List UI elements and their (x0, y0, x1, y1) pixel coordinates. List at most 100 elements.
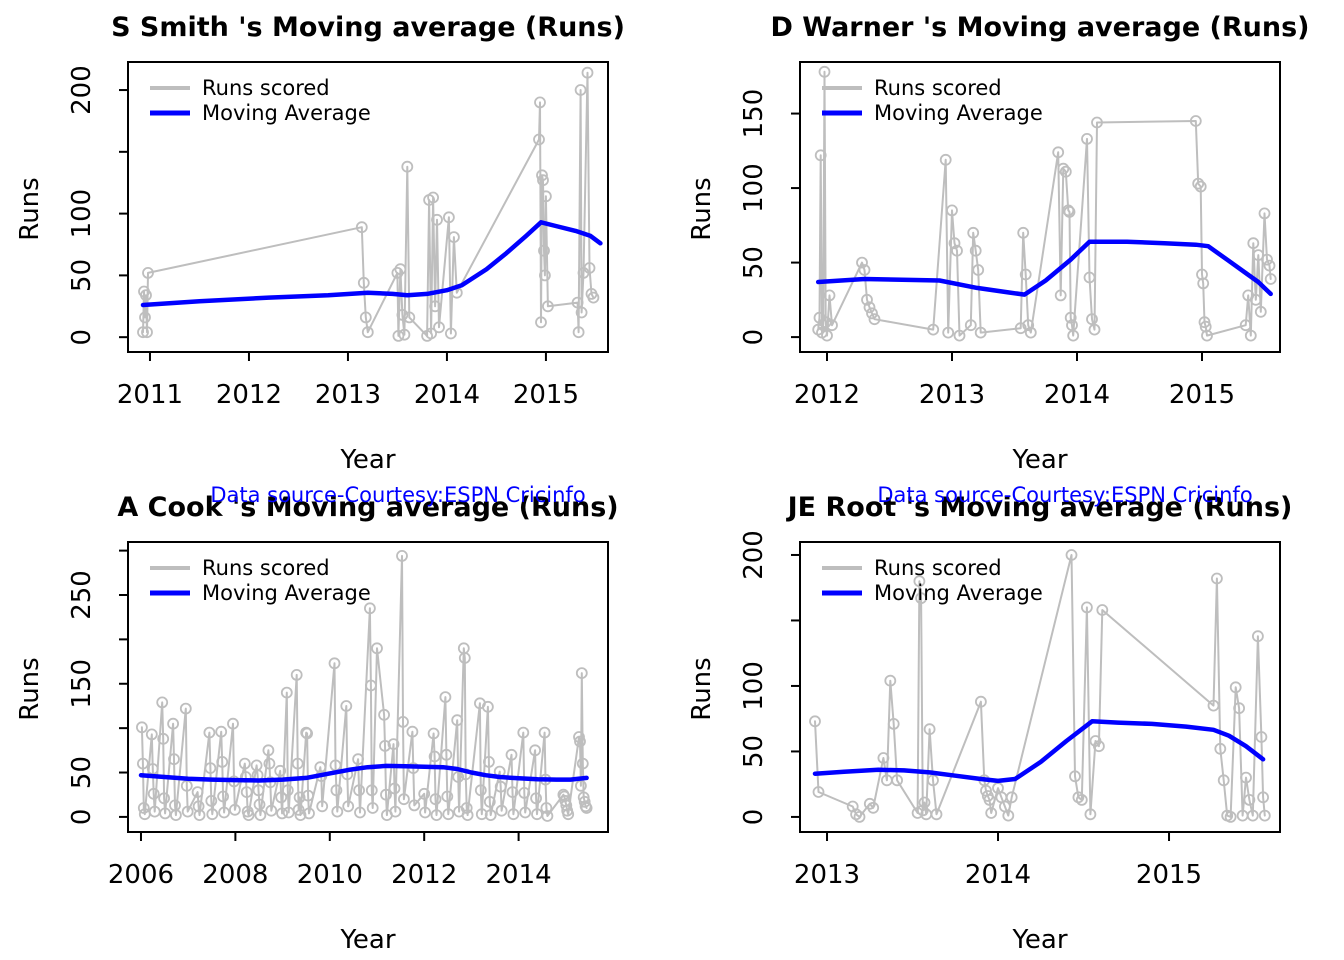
data-point-marker (389, 805, 402, 818)
data-point-marker (1258, 809, 1271, 822)
runs-scored-series (809, 549, 1271, 823)
data-point-marker (316, 800, 329, 813)
data-point-marker (974, 326, 987, 339)
data-point-marker (293, 791, 306, 804)
data-point-marker (1255, 731, 1268, 743)
data-point-marker (451, 714, 464, 727)
data-point-marker (280, 686, 293, 699)
data-point-marker (167, 717, 180, 730)
data-point-marker (406, 725, 419, 738)
moving-average-series (138, 763, 589, 783)
data-point-marker (330, 784, 343, 797)
data-point-marker (303, 807, 315, 820)
data-point-marker (1189, 115, 1202, 127)
data-point-marker (583, 262, 596, 274)
data-point-marker (809, 715, 821, 728)
data-point-marker (823, 289, 836, 302)
data-point-marker (281, 784, 294, 797)
data-point-marker (371, 642, 383, 655)
data-point-marker (863, 301, 876, 314)
data-point-marker (1214, 742, 1227, 755)
data-point-marker (574, 735, 586, 748)
data-point-marker (401, 160, 414, 173)
data-point-marker (301, 727, 314, 740)
data-point-marker (1088, 323, 1101, 336)
data-point-marker (535, 316, 547, 329)
data-point-marker (1002, 809, 1015, 822)
data-point-marker (983, 793, 996, 806)
x-tick-label: 2015 (1169, 380, 1235, 410)
data-point-marker (1257, 791, 1269, 804)
plot-box (799, 61, 1281, 353)
data-point-marker (331, 805, 344, 818)
data-point-marker (1196, 268, 1208, 281)
data-point-marker (1086, 313, 1098, 326)
x-tick-label: 2006 (108, 860, 174, 890)
data-point-marker (364, 679, 377, 692)
data-point-marker (265, 804, 278, 817)
data-point-marker (1261, 253, 1273, 266)
data-point-marker (519, 806, 532, 819)
data-point-marker (428, 750, 441, 763)
data-point-marker (1062, 204, 1075, 217)
data-point-marker (1201, 329, 1213, 342)
data-point-marker (918, 796, 931, 809)
data-point-marker (953, 329, 966, 342)
data-point-marker (442, 211, 455, 224)
y-tick-label: 200 (67, 65, 97, 115)
data-point-marker (967, 226, 980, 239)
data-point-marker (218, 806, 231, 819)
y-tick-label: 50 (739, 735, 769, 768)
data-point-marker (540, 802, 553, 814)
data-point-marker (474, 784, 487, 797)
x-tick-label: 2014 (1044, 380, 1110, 410)
data-point-marker (427, 727, 440, 740)
data-point-marker (452, 771, 465, 783)
data-point-marker (159, 807, 172, 820)
panel-d-warner: D Warner 's Moving average (Runs) Runs 2… (672, 0, 1344, 480)
data-point-marker (145, 728, 158, 741)
y-tick-label: 0 (739, 329, 769, 346)
data-point-marker (1059, 165, 1072, 178)
data-point-marker (819, 316, 832, 329)
data-point-marker (294, 809, 307, 822)
data-point-marker (1263, 259, 1276, 272)
data-point-marker (140, 289, 152, 302)
panel-s-smith: S Smith 's Moving average (Runs) Runs 20… (0, 0, 672, 480)
data-point-marker (858, 264, 871, 276)
data-point-marker (1075, 793, 1088, 806)
data-point-marker (242, 809, 255, 822)
data-point-marker (946, 204, 958, 217)
data-point-marker (205, 794, 218, 807)
data-source-caption: Data source-Courtesy:ESPN Cricinfo (210, 483, 586, 507)
data-point-marker (1264, 273, 1277, 285)
x-tick-label: 2014 (965, 860, 1031, 890)
data-point-marker (314, 761, 327, 774)
chart-title: D Warner 's Moving average (Runs) (770, 12, 1310, 43)
data-point-marker (139, 311, 151, 324)
data-point-marker (572, 326, 585, 339)
data-point-marker (387, 738, 400, 751)
data-point-marker (1194, 180, 1207, 193)
data-point-marker (884, 674, 897, 687)
data-point-marker (1197, 277, 1210, 290)
data-point-marker (439, 691, 452, 704)
data-point-marker (877, 752, 890, 764)
data-point-marker (972, 264, 985, 276)
y-tick-label: 100 (67, 189, 97, 239)
x-tick-label: 2012 (391, 860, 457, 890)
data-point-marker (365, 784, 378, 797)
data-point-marker (431, 213, 443, 226)
data-point-marker (576, 757, 589, 770)
data-point-marker (930, 808, 943, 821)
data-point-marker (1022, 319, 1035, 332)
data-point-marker (328, 657, 341, 670)
legend-label: Runs scored (202, 76, 330, 100)
data-point-marker (1019, 268, 1032, 281)
x-tick-label: 2015 (1136, 860, 1202, 890)
data-point-marker (1084, 808, 1097, 821)
data-point-marker (444, 327, 457, 340)
